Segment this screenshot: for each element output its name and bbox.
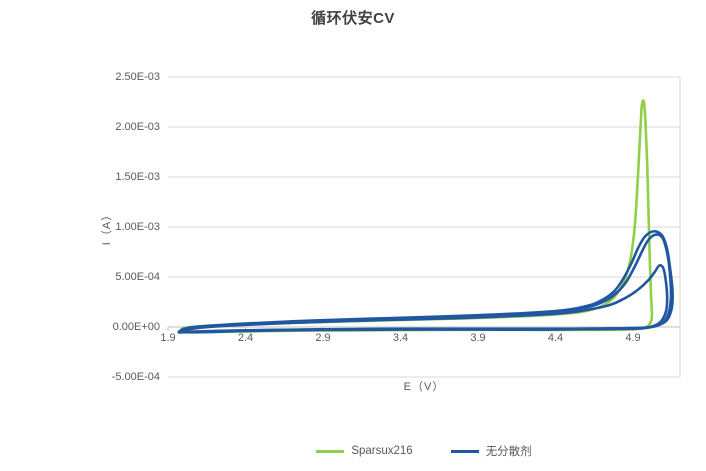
legend-swatch-blue: [450, 449, 479, 453]
y-axis-tick-labels: 2.50E-03 2.00E-03 1.50E-03 1.00E-03 5.00E-04…: [0, 0, 160, 471]
x-tick-label: 2.4: [237, 332, 254, 344]
y-tick-label: 2.50E-03: [115, 71, 160, 83]
legend-label-no-dispersant: 无分散剂: [485, 446, 532, 458]
x-tick-label: 4.4: [547, 332, 564, 344]
legend-item-sparsux216: Sparsux216: [316, 445, 413, 457]
x-tick-label: 3.4: [392, 332, 409, 344]
x-axis-title: E（V）: [403, 381, 445, 393]
y-tick-label: 2.00E-03: [115, 121, 160, 133]
series-curve-1-cycle-2: [177, 263, 669, 334]
legend-item-no-dispersant: 无分散剂: [450, 443, 532, 459]
y-tick-label: 1.50E-03: [115, 171, 160, 183]
x-tick-label: 3.9: [470, 332, 486, 344]
legend-label-sparsux216: Sparsux216: [351, 445, 413, 457]
chart-title: 循环伏安CV: [311, 10, 395, 27]
y-tick-label: 0.00E+00: [112, 321, 160, 333]
x-tick-label: 4.9: [625, 332, 641, 344]
y-tick-label: -5.00E-04: [111, 371, 160, 383]
y-tick-label: 5.00E-04: [115, 271, 160, 283]
x-tick-label: 1.9: [160, 332, 176, 344]
legend-swatch-green: [316, 449, 345, 453]
y-axis-title: I（A）: [101, 208, 113, 246]
x-tick-label: 2.9: [315, 332, 331, 344]
legend: Sparsux216 无分散剂: [168, 442, 680, 460]
y-tick-label: 1.00E-03: [115, 221, 160, 233]
